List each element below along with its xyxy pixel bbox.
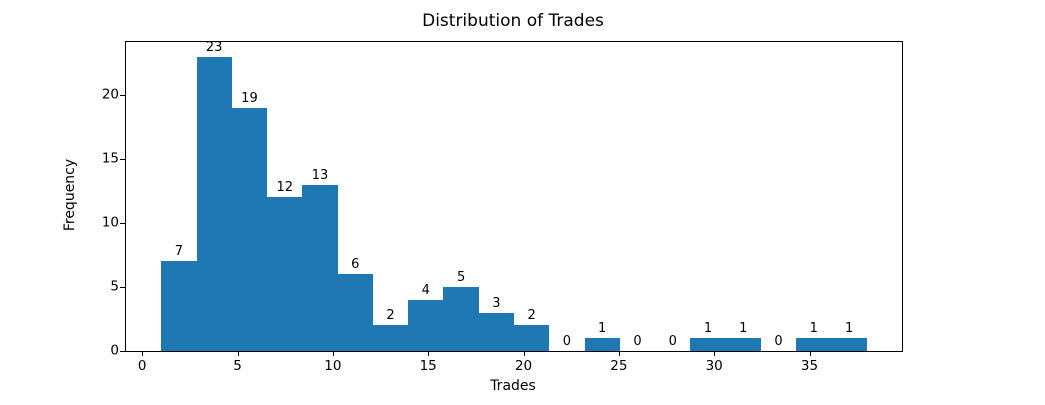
x-tick-label: 10: [324, 358, 342, 374]
histogram-bar: [725, 338, 761, 351]
y-tick-mark: [120, 287, 125, 289]
bar-value-label: 4: [421, 282, 430, 298]
x-tick-mark: [809, 351, 811, 356]
bar-value-label: 19: [241, 90, 258, 106]
bar-value-label: 0: [633, 334, 642, 349]
y-tick-label: 20: [101, 86, 119, 103]
histogram-bar: [831, 338, 867, 351]
histogram-bar: [478, 312, 514, 351]
x-tick-mark: [332, 351, 334, 356]
histogram-bar: [267, 197, 303, 351]
histogram-bar: [196, 56, 232, 351]
x-tick-label: 0: [137, 358, 147, 374]
y-tick-mark: [120, 223, 125, 225]
y-tick-mark: [120, 159, 125, 161]
histogram-bar: [372, 325, 409, 351]
bar-value-label: 0: [668, 334, 677, 349]
x-tick-label: 5: [233, 358, 242, 374]
histogram-bar: [302, 184, 338, 351]
x-tick-label: 25: [610, 358, 628, 374]
bar-value-label: 7: [174, 244, 184, 260]
bar-value-label: 0: [562, 334, 572, 349]
x-tick-label: 15: [419, 358, 437, 374]
x-tick-label: 20: [514, 358, 533, 374]
histogram-bar: [337, 274, 373, 351]
bar-value-label: 1: [844, 321, 854, 337]
bar-value-label: 5: [456, 270, 466, 286]
chart-title: Distribution of Trades: [422, 11, 604, 31]
bar-value-label: 1: [739, 321, 748, 337]
x-tick-mark: [523, 351, 525, 356]
x-axis-label: Trades: [490, 378, 536, 394]
bar-value-label: 1: [809, 321, 818, 337]
histogram-bar: [408, 299, 444, 351]
y-tick-label: 0: [110, 342, 119, 359]
histogram-bar: [443, 287, 479, 351]
y-axis-label: Frequency: [62, 158, 78, 232]
histogram-bar: [231, 107, 268, 351]
bar-value-label: 3: [492, 295, 501, 311]
bar-value-label: 2: [386, 308, 395, 324]
x-tick-mark: [237, 351, 239, 356]
histogram-bar: [584, 338, 620, 351]
y-tick-mark: [120, 95, 125, 97]
bar-value-label: 2: [527, 308, 536, 324]
x-tick-mark: [142, 351, 144, 356]
histogram-bar: [514, 325, 550, 351]
bar-value-label: 13: [311, 167, 329, 183]
bar-value-label: 12: [276, 180, 293, 196]
histogram-bar: [161, 261, 197, 351]
bar-value-label: 6: [351, 257, 360, 273]
bar-value-label: 1: [703, 321, 713, 337]
y-tick-label: 10: [101, 214, 119, 231]
bar-value-label: 0: [774, 334, 783, 349]
x-tick-label: 35: [800, 358, 819, 374]
histogram-bar: [690, 338, 726, 351]
x-tick-mark: [428, 351, 430, 356]
plot-area: 7 23 19 12 13 6 2 4 5 3 2 0 1 0 0 1 1 0 1 1 0 5 10 15 20 25 30 35 0 5…: [102, 39, 903, 373]
x-tick-mark: [714, 351, 716, 356]
x-tick-label: 30: [705, 358, 723, 374]
y-tick-label: 15: [101, 150, 119, 167]
x-tick-mark: [618, 351, 620, 356]
y-tick-mark: [120, 351, 125, 352]
bar-value-label: 23: [205, 39, 223, 55]
bar-value-label: 1: [598, 321, 607, 337]
histogram-bar: [796, 338, 832, 351]
y-tick-label: 5: [110, 278, 119, 295]
